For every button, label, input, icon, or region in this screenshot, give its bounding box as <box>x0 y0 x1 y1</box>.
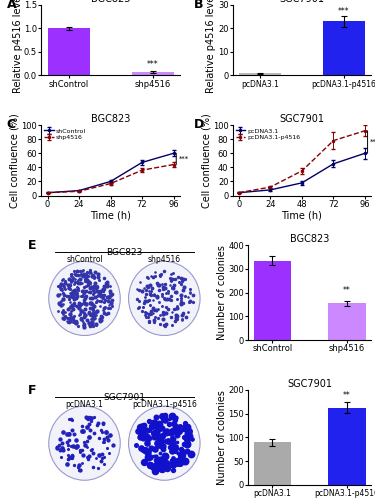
Text: BGC823: BGC823 <box>106 248 142 257</box>
Y-axis label: Cell confluence (%): Cell confluence (%) <box>201 113 211 208</box>
Legend: pcDNA3.1, pcDNA3.1-p4516: pcDNA3.1, pcDNA3.1-p4516 <box>236 128 300 140</box>
Title: BGC823: BGC823 <box>91 0 130 4</box>
Text: pcDNA3.1-p4516: pcDNA3.1-p4516 <box>132 400 197 409</box>
Bar <box>132 72 174 76</box>
Text: B: B <box>194 0 203 11</box>
Text: ***: *** <box>370 139 375 145</box>
Bar <box>48 28 90 76</box>
Text: SGC7901: SGC7901 <box>104 393 146 402</box>
Text: ***: *** <box>338 6 350 16</box>
Title: SGC7901: SGC7901 <box>279 0 324 4</box>
Bar <box>328 408 366 485</box>
Text: C: C <box>7 118 16 131</box>
X-axis label: Time (h): Time (h) <box>90 210 131 220</box>
Bar <box>239 73 281 76</box>
Y-axis label: Relative p4516 levels: Relative p4516 levels <box>13 0 22 93</box>
Bar <box>254 442 291 485</box>
Text: pcDNA3.1: pcDNA3.1 <box>66 400 104 409</box>
Text: **: ** <box>343 392 351 400</box>
Title: SGC7901: SGC7901 <box>279 114 324 124</box>
Title: BGC823: BGC823 <box>91 114 130 124</box>
Legend: shControl, shp4516: shControl, shp4516 <box>44 128 86 140</box>
Ellipse shape <box>49 406 120 480</box>
Text: ***: *** <box>147 60 158 70</box>
X-axis label: Time (h): Time (h) <box>282 210 322 220</box>
Bar <box>328 304 366 341</box>
Text: D: D <box>194 118 204 131</box>
Text: shControl: shControl <box>66 255 103 264</box>
Text: **: ** <box>343 286 351 295</box>
Y-axis label: Cell confluence (%): Cell confluence (%) <box>10 113 20 208</box>
Text: shp4516: shp4516 <box>148 255 181 264</box>
Ellipse shape <box>129 262 200 336</box>
Title: BGC823: BGC823 <box>290 234 329 244</box>
Y-axis label: Relative p4516 levels: Relative p4516 levels <box>206 0 216 93</box>
Text: F: F <box>28 384 36 397</box>
Ellipse shape <box>49 262 120 336</box>
Y-axis label: Number of colonies: Number of colonies <box>217 390 227 485</box>
Ellipse shape <box>129 406 200 480</box>
Title: SGC7901: SGC7901 <box>287 379 332 389</box>
Bar <box>254 260 291 340</box>
Bar <box>323 22 365 76</box>
Y-axis label: Number of colonies: Number of colonies <box>217 246 226 340</box>
Text: ***: *** <box>179 156 189 162</box>
Text: E: E <box>28 240 36 252</box>
Text: A: A <box>7 0 16 11</box>
